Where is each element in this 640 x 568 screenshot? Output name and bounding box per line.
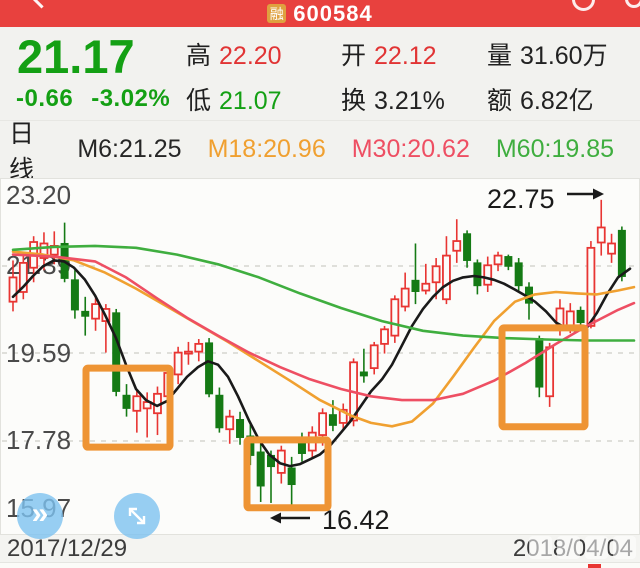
tab-daily[interactable]: 日线 — [9, 119, 35, 184]
back-icon[interactable] — [29, 0, 54, 9]
stock-code: 600584 — [293, 0, 373, 26]
stat-column-volume-amount: 量 31.60万 额 6.82亿 — [487, 36, 608, 117]
stat-low: 低 21.07 — [186, 87, 282, 115]
search-icon[interactable] — [572, 0, 595, 11]
price-change: -0.66 -3.02% — [16, 85, 188, 113]
margin-trading-badge: 融 — [267, 4, 287, 23]
ma30-value: M30:20.62 — [351, 135, 470, 163]
ma6-value: M6:21.25 — [77, 135, 182, 163]
expand-icon — [128, 507, 146, 525]
app-title-bar: 融 600584 — [0, 0, 640, 27]
ma60-value: M60:19.85 — [495, 135, 614, 163]
date-axis: 2017/12/29 2018/04/04 — [0, 535, 640, 562]
last-price: 21.17 — [17, 30, 135, 83]
change-percent: -3.02% — [91, 85, 171, 112]
change-value: -0.66 — [16, 85, 74, 112]
ma18-value: M18:20.96 — [207, 135, 326, 163]
quote-panel: 21.17 -0.66 -3.02% 高 22.20 低 21.07 开 22.12 换… — [0, 27, 640, 120]
stat-column-open-turnover: 开 22.12 换 3.21% — [341, 36, 445, 117]
svg-text:19.59: 19.59 — [6, 338, 71, 368]
stat-volume: 量 31.60万 — [487, 42, 608, 70]
stat-high: 高 22.20 — [186, 42, 282, 70]
svg-text:17.78: 17.78 — [6, 425, 71, 455]
stat-amount: 额 6.82亿 — [487, 87, 594, 115]
more-icon[interactable] — [625, 0, 640, 8]
svg-text:22.75: 22.75 — [487, 184, 555, 214]
svg-text:23.20: 23.20 — [6, 180, 71, 210]
stat-column-high-low: 高 22.20 低 21.07 — [186, 36, 282, 117]
fast-forward-button[interactable]: » — [17, 493, 63, 539]
axis-start-date: 2017/12/29 — [7, 534, 128, 562]
stat-turnover: 换 3.21% — [341, 87, 445, 115]
next-pane-strip — [0, 562, 640, 568]
stat-open: 开 22.12 — [341, 42, 437, 70]
axis-end-date: 2018/04/04 — [512, 534, 633, 562]
ma-indicator-bar: 日线 M6:21.25 M18:20.96 M30:20.62 M60:19.8… — [0, 120, 640, 184]
svg-text:16.42: 16.42 — [322, 505, 390, 535]
volume-bar-fragment — [588, 564, 601, 568]
chevrons-right-icon: » — [31, 497, 49, 530]
fullscreen-button[interactable] — [114, 493, 160, 539]
